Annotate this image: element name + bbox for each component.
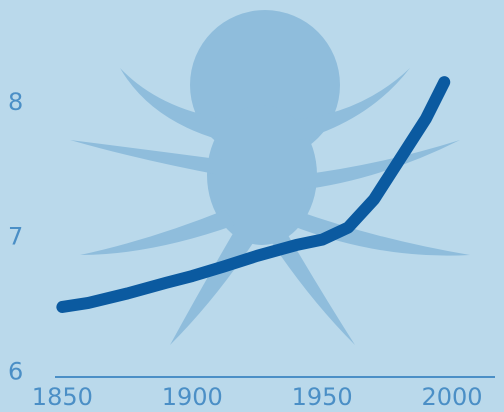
x-tick-label: 1850 — [32, 383, 93, 411]
y-tick-label: 6 — [8, 357, 23, 385]
octopus-illustration — [70, 10, 470, 345]
x-tick-label: 1900 — [162, 383, 223, 411]
x-tick-label: 2000 — [422, 383, 483, 411]
y-tick-label: 7 — [8, 223, 23, 251]
y-tick-label: 8 — [8, 88, 23, 116]
x-tick-label: 1950 — [292, 383, 353, 411]
data-line — [56, 76, 451, 313]
